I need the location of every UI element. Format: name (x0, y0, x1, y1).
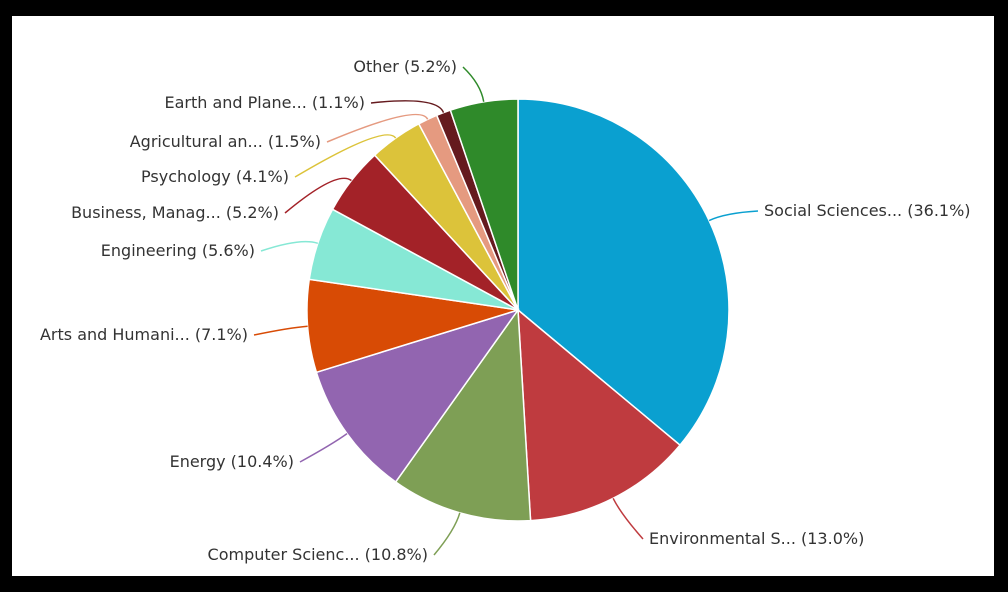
leader-line (260, 240, 319, 252)
slice-label: Energy (10.4%) (170, 452, 294, 471)
leader-line (299, 433, 348, 463)
pie-slice[interactable] (517, 308, 682, 522)
leader-line (612, 498, 644, 540)
slice-label: Computer Scienc... (10.8%) (208, 545, 428, 564)
pie-chart: Social Sciences... (36.1%) Environmental … (40, 57, 971, 564)
leader-line (370, 100, 445, 113)
slice-label: Psychology (4.1%) (141, 167, 289, 186)
slice-label: Agricultural an... (1.5%) (130, 132, 321, 151)
slice-label: Environmental S... (13.0%) (649, 529, 864, 548)
slice-label: Business, Manag... (5.2%) (71, 203, 279, 222)
pie-slice[interactable] (517, 98, 730, 447)
leader-line (253, 325, 308, 336)
leader-line (462, 66, 485, 102)
slice-label: Other (5.2%) (353, 57, 457, 76)
slice-label: Earth and Plane... (1.1%) (164, 93, 365, 112)
slice-label: Engineering (5.6%) (101, 241, 255, 260)
leader-line (294, 134, 397, 178)
leader-line (708, 210, 759, 222)
leader-line (433, 512, 461, 556)
chart-frame: Social Sciences... (36.1%) Environmental … (12, 16, 994, 576)
slice-label: Arts and Humani... (7.1%) (40, 325, 248, 344)
leader-line (326, 113, 429, 143)
slice-label: Social Sciences... (36.1%) (764, 201, 971, 220)
leader-line (284, 177, 352, 214)
